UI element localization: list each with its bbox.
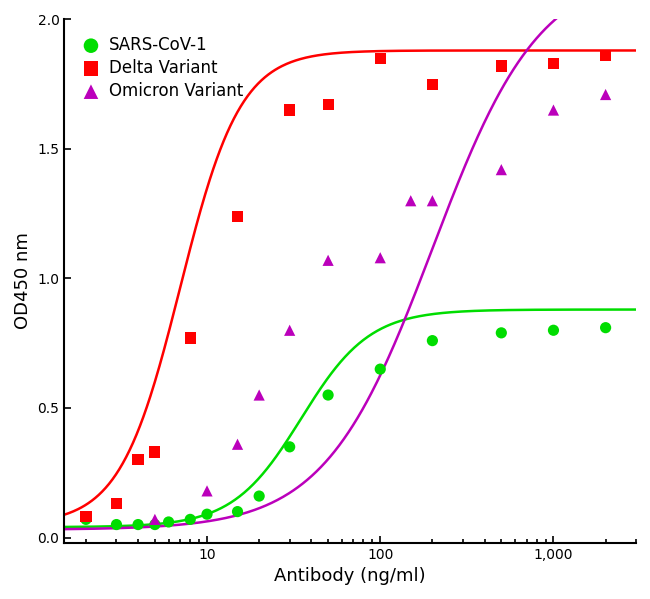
SARS-CoV-1 xyxy=(150,520,160,530)
SARS-CoV-1 xyxy=(81,515,91,524)
Delta Variant xyxy=(548,59,558,68)
Omicron Variant xyxy=(601,90,611,99)
SARS-CoV-1 xyxy=(548,325,558,335)
Delta Variant xyxy=(285,105,295,115)
SARS-CoV-1 xyxy=(232,507,242,516)
Omicron Variant xyxy=(496,165,506,174)
Omicron Variant xyxy=(375,253,385,262)
SARS-CoV-1 xyxy=(375,364,385,374)
SARS-CoV-1 xyxy=(133,520,143,530)
SARS-CoV-1 xyxy=(202,509,212,519)
SARS-CoV-1 xyxy=(427,336,437,346)
Delta Variant xyxy=(375,53,385,63)
Legend: SARS-CoV-1, Delta Variant, Omicron Variant: SARS-CoV-1, Delta Variant, Omicron Varia… xyxy=(73,28,252,108)
SARS-CoV-1 xyxy=(163,517,174,527)
Omicron Variant xyxy=(150,515,160,524)
SARS-CoV-1 xyxy=(285,442,295,452)
SARS-CoV-1 xyxy=(111,520,122,530)
Omicron Variant xyxy=(548,105,558,115)
Omicron Variant xyxy=(323,256,333,265)
Delta Variant xyxy=(81,512,91,522)
X-axis label: Antibody (ng/ml): Antibody (ng/ml) xyxy=(274,567,426,585)
Omicron Variant xyxy=(285,325,295,335)
Delta Variant xyxy=(232,211,242,221)
Delta Variant xyxy=(185,333,196,343)
Delta Variant xyxy=(111,499,122,509)
Omicron Variant xyxy=(427,196,437,205)
SARS-CoV-1 xyxy=(601,323,611,332)
Omicron Variant xyxy=(406,196,416,205)
SARS-CoV-1 xyxy=(323,390,333,400)
Y-axis label: OD450 nm: OD450 nm xyxy=(14,232,32,329)
SARS-CoV-1 xyxy=(185,515,196,524)
Delta Variant xyxy=(133,455,143,465)
Delta Variant xyxy=(323,100,333,110)
SARS-CoV-1 xyxy=(496,328,506,338)
Delta Variant xyxy=(150,447,160,457)
Omicron Variant xyxy=(202,486,212,496)
Delta Variant xyxy=(427,79,437,89)
SARS-CoV-1 xyxy=(254,491,265,501)
Omicron Variant xyxy=(232,440,242,449)
Delta Variant xyxy=(496,61,506,71)
Delta Variant xyxy=(601,51,611,60)
Omicron Variant xyxy=(254,390,265,400)
